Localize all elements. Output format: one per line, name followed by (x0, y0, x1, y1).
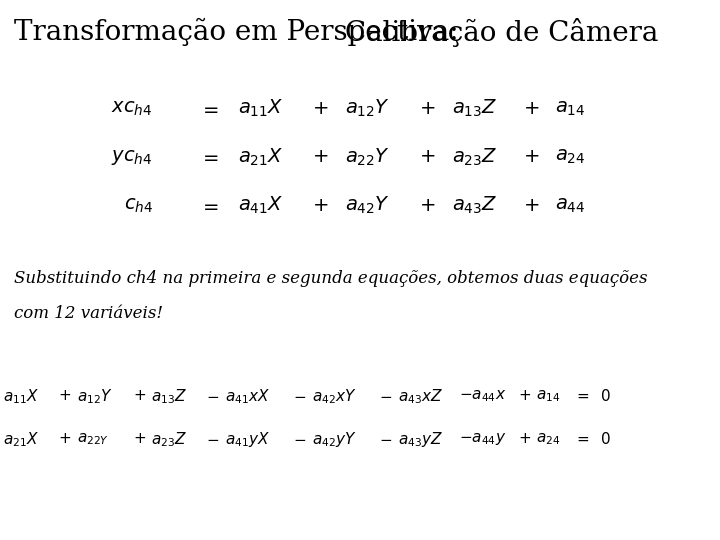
Text: $a_{41}X$: $a_{41}X$ (238, 195, 284, 216)
Text: $yc_{h4}$: $yc_{h4}$ (112, 147, 153, 167)
Text: $a_{23}Z$: $a_{23}Z$ (452, 146, 498, 168)
Text: $a_{14}$: $a_{14}$ (555, 100, 585, 118)
Text: $+$: $+$ (419, 197, 435, 214)
Text: $=$: $=$ (199, 148, 220, 166)
Text: $a_{41}yX$: $a_{41}yX$ (225, 430, 271, 449)
Text: $a_{41}xX$: $a_{41}xX$ (225, 387, 271, 406)
Text: $=$: $=$ (574, 389, 590, 403)
Text: $xc_{h4}$: $xc_{h4}$ (112, 100, 153, 118)
Text: $+$: $+$ (523, 100, 539, 118)
Text: $-$: $-$ (293, 432, 306, 446)
Text: $a_{14}$: $a_{14}$ (536, 388, 560, 404)
Text: $-$: $-$ (207, 432, 220, 446)
Text: $+$: $+$ (132, 432, 145, 446)
Text: $=$: $=$ (199, 100, 220, 118)
Text: $+$: $+$ (523, 197, 539, 214)
Text: $+$: $+$ (518, 432, 531, 446)
Text: $+$: $+$ (58, 432, 71, 446)
Text: $-a_{44}y$: $-a_{44}y$ (459, 431, 507, 447)
Text: $a_{12}Y$: $a_{12}Y$ (77, 387, 113, 406)
Text: $a_{13}Z$: $a_{13}Z$ (151, 387, 188, 406)
Text: $-$: $-$ (379, 389, 392, 403)
Text: $+$: $+$ (312, 148, 328, 166)
Text: $+$: $+$ (419, 148, 435, 166)
Text: $0$: $0$ (600, 388, 611, 404)
Text: $a_{23}Z$: $a_{23}Z$ (151, 430, 188, 449)
Text: $-$: $-$ (207, 389, 220, 403)
Text: $+$: $+$ (312, 197, 328, 214)
Text: $=$: $=$ (199, 197, 220, 214)
Text: $a_{22}Y$: $a_{22}Y$ (345, 146, 390, 168)
Text: $a_{21}X$: $a_{21}X$ (238, 146, 284, 168)
Text: $a_{42}Y$: $a_{42}Y$ (345, 195, 390, 216)
Text: $a_{43}yZ$: $a_{43}yZ$ (398, 430, 443, 449)
Text: $a_{42}xY$: $a_{42}xY$ (312, 387, 356, 406)
Text: Substituindo ch4 na primeira e segunda equações, obtemos duas equações: Substituindo ch4 na primeira e segunda e… (14, 270, 647, 287)
Text: $+$: $+$ (523, 148, 539, 166)
Text: $+$: $+$ (419, 100, 435, 118)
Text: com 12 variáveis!: com 12 variáveis! (14, 305, 163, 322)
Text: $+$: $+$ (518, 389, 531, 403)
Text: $c_{h4}$: $c_{h4}$ (124, 197, 153, 215)
Text: $+$: $+$ (58, 389, 71, 403)
Text: $a_{12}Y$: $a_{12}Y$ (345, 98, 390, 119)
Text: $+$: $+$ (132, 389, 145, 403)
Text: $a_{42}yY$: $a_{42}yY$ (312, 430, 356, 449)
Text: $+$: $+$ (312, 100, 328, 118)
Text: $a_{44}$: $a_{44}$ (555, 197, 585, 215)
Text: $=$: $=$ (574, 432, 590, 446)
Text: $a_{11}X$: $a_{11}X$ (3, 387, 39, 406)
Text: $-a_{44}x$: $-a_{44}x$ (459, 388, 506, 404)
Text: $0$: $0$ (600, 431, 611, 447)
Text: $-$: $-$ (293, 389, 306, 403)
Text: $a_{24}$: $a_{24}$ (536, 431, 560, 447)
Text: $-$: $-$ (379, 432, 392, 446)
Text: $a_{43}xZ$: $a_{43}xZ$ (398, 387, 443, 406)
Text: $a_{43}Z$: $a_{43}Z$ (452, 195, 498, 216)
Text: Transformação em Perspectiva:: Transformação em Perspectiva: (14, 17, 467, 45)
Text: $a_{22Y}$: $a_{22Y}$ (77, 431, 109, 447)
Text: $a_{24}$: $a_{24}$ (555, 148, 585, 166)
Text: $a_{11}X$: $a_{11}X$ (238, 98, 284, 119)
Text: Calibração de Câmera: Calibração de Câmera (345, 17, 658, 46)
Text: $a_{21}X$: $a_{21}X$ (3, 430, 39, 449)
Text: $a_{13}Z$: $a_{13}Z$ (452, 98, 498, 119)
